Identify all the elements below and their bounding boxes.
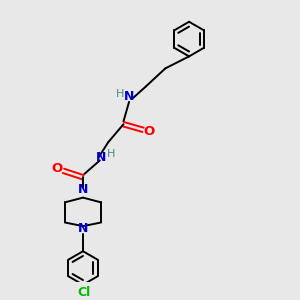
Text: O: O — [52, 161, 63, 175]
Text: Cl: Cl — [77, 286, 90, 299]
Text: H: H — [107, 149, 116, 159]
Text: N: N — [78, 222, 88, 235]
Text: N: N — [96, 151, 106, 164]
Text: N: N — [78, 183, 88, 196]
Text: N: N — [124, 90, 134, 104]
Text: O: O — [143, 125, 155, 138]
Text: H: H — [116, 89, 124, 99]
